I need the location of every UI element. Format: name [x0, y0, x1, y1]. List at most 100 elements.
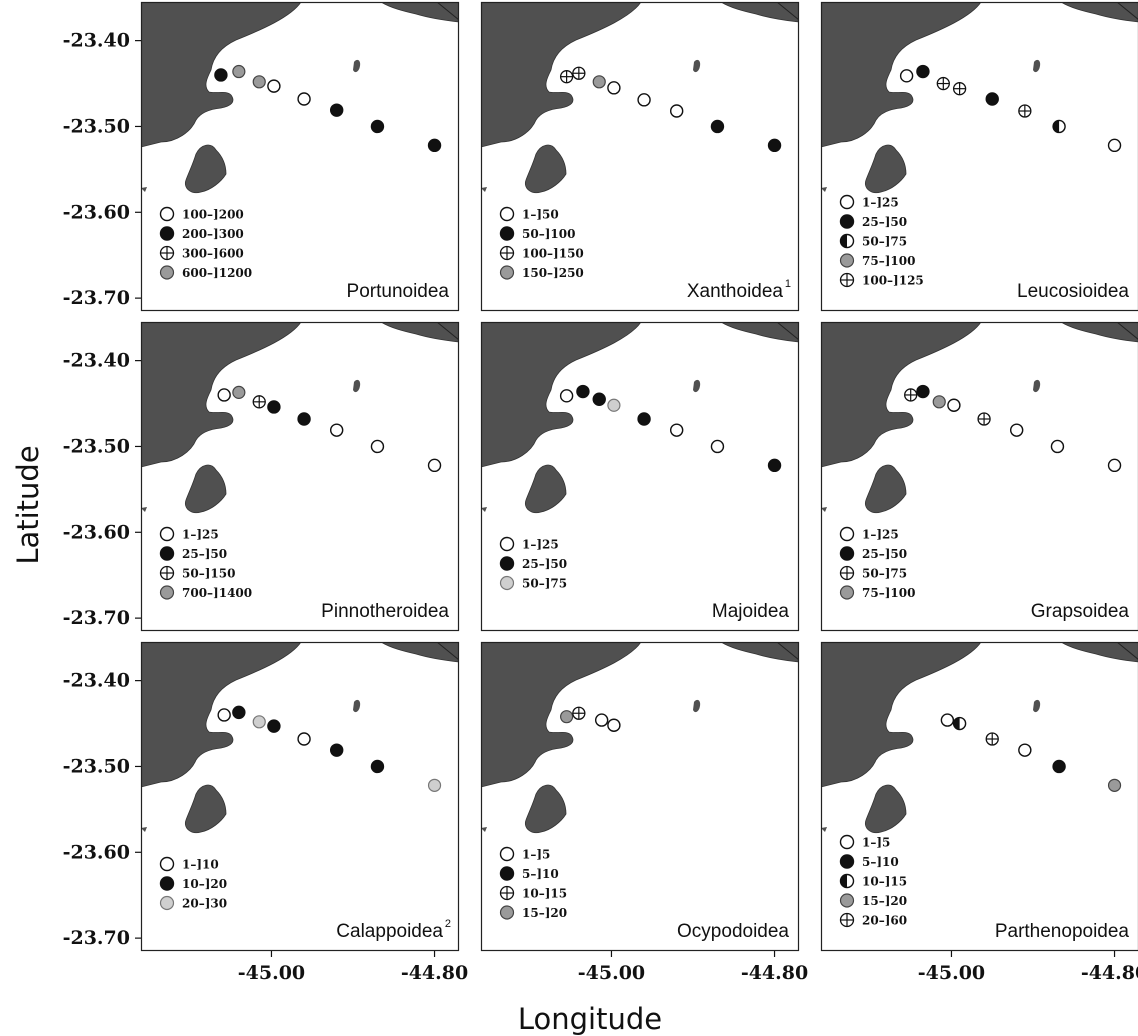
legend-symbol-open [159, 856, 175, 872]
mainland-coast [141, 2, 302, 148]
station-marker-cross [985, 732, 999, 746]
legend-label: 300–]600 [182, 247, 244, 261]
station-marker-gray [252, 75, 266, 89]
station-marker-open [559, 389, 574, 403]
northeast-coast [720, 642, 799, 663]
edge-rock [141, 187, 147, 192]
station-marker-cross [572, 66, 586, 80]
legend-label: 25–]50 [862, 215, 907, 229]
legend-symbol-filled [839, 854, 855, 869]
station-marker-half [1052, 119, 1066, 134]
station-marker-cross [977, 412, 991, 426]
station-marker-filled [710, 119, 725, 134]
station-marker-open [1107, 138, 1122, 153]
panel-frame [480, 321, 800, 632]
station-marker-cross [936, 76, 950, 91]
legend-label: 1–]5 [522, 848, 550, 862]
station-points [217, 705, 442, 792]
legend-symbol-cross [499, 245, 515, 261]
map-panel-calappoidea: 1–]10 10–]20 20–]30 Calappoidea 2 [140, 641, 460, 952]
islet [1033, 699, 1041, 713]
station-marker-cross [952, 82, 967, 96]
legend-symbol-cross [839, 565, 855, 581]
legend-symbol-light [159, 895, 175, 911]
y-tick-label: -23.40 [63, 350, 130, 372]
x-axis-title: Longitude [517, 1002, 663, 1036]
station-marker-filled [985, 92, 999, 106]
land-mask [141, 642, 459, 834]
panel-title-text: Ocypodoidea [677, 921, 789, 942]
station-points [899, 64, 1122, 153]
legend: 1–]25 25–]50 50–]75 [499, 536, 567, 591]
station-points [560, 706, 621, 732]
islet [353, 379, 361, 393]
station-points [904, 384, 1122, 473]
panel-frame [480, 1, 800, 312]
legend-label: 150–]250 [522, 266, 584, 280]
station-marker-filled [329, 743, 344, 757]
map-panel-leucosioidea: 1–]25 25–]50 50–]75 75–]100 100–]125 Leucosio… [820, 1, 1138, 312]
northeast-coast [720, 322, 799, 343]
legend-symbol-gray [159, 585, 175, 600]
legend-symbol-filled [499, 866, 515, 881]
panel-title: Calappoidea 2 [336, 918, 451, 942]
land-mask [141, 322, 459, 514]
islet [353, 699, 361, 713]
boundary-line [1116, 2, 1138, 20]
station-marker-open [1050, 439, 1065, 454]
legend-symbol-open [839, 526, 855, 542]
legend-label: 25–]50 [182, 547, 227, 561]
legend-label: 75–]100 [862, 586, 915, 600]
y-tick-label: -23.70 [63, 607, 130, 629]
station-marker-gray [232, 64, 246, 79]
station-marker-open [217, 708, 231, 722]
station-marker-open [669, 423, 684, 437]
station-marker-filled [767, 138, 782, 153]
panel-frame [140, 321, 460, 632]
land-mask [821, 2, 1138, 194]
boundary-line [1116, 322, 1138, 340]
mainland-coast [821, 642, 982, 788]
station-marker-filled [576, 384, 590, 399]
panel-title: Portunoidea [347, 281, 450, 302]
station-marker-gray [560, 710, 574, 724]
island [524, 784, 567, 834]
station-marker-cross [1018, 104, 1032, 118]
station-marker-light [427, 778, 442, 792]
station-marker-filled [427, 138, 442, 153]
panel-title-text: Leucosioidea [1017, 281, 1129, 302]
station-marker-open [297, 732, 311, 746]
land-mask [821, 642, 1138, 834]
legend-symbol-open [159, 526, 175, 542]
legend-label: 1–]25 [182, 528, 219, 542]
station-marker-light [607, 398, 621, 412]
panel-title-text: Parthenopoidea [995, 921, 1130, 942]
legend-symbol-filled [839, 214, 855, 229]
station-marker-filled [232, 705, 246, 720]
islet [1033, 379, 1041, 393]
y-tick-label: -23.60 [63, 201, 130, 223]
panel-title-text: Grapsoidea [1031, 601, 1130, 622]
panel-title-text: Xanthoidea [687, 281, 784, 302]
legend-label: 50–]75 [862, 235, 907, 249]
legend: 100–]200 200–]300 300–]600 600–]1200 [159, 206, 252, 280]
northeast-coast [380, 642, 459, 663]
islet [693, 379, 701, 393]
y-tick-label: -23.50 [63, 115, 130, 137]
panel-title: Xanthoidea 1 [687, 278, 791, 302]
northeast-coast [380, 322, 459, 343]
station-marker-gray [1107, 778, 1122, 792]
island [524, 144, 567, 194]
legend-label: 100–]150 [522, 247, 584, 261]
boundary-line [436, 642, 459, 661]
panel-frame [820, 1, 1138, 312]
legend-symbol-open [159, 206, 175, 222]
panel-title-text: Pinnotheroidea [321, 601, 449, 622]
legend: 1–]10 10–]20 20–]30 [159, 856, 227, 911]
land-mask [481, 2, 799, 194]
x-tick-label: -45.00 [918, 962, 985, 984]
station-marker-open [607, 718, 621, 732]
station-marker-open [607, 81, 621, 95]
station-marker-light [252, 715, 266, 729]
